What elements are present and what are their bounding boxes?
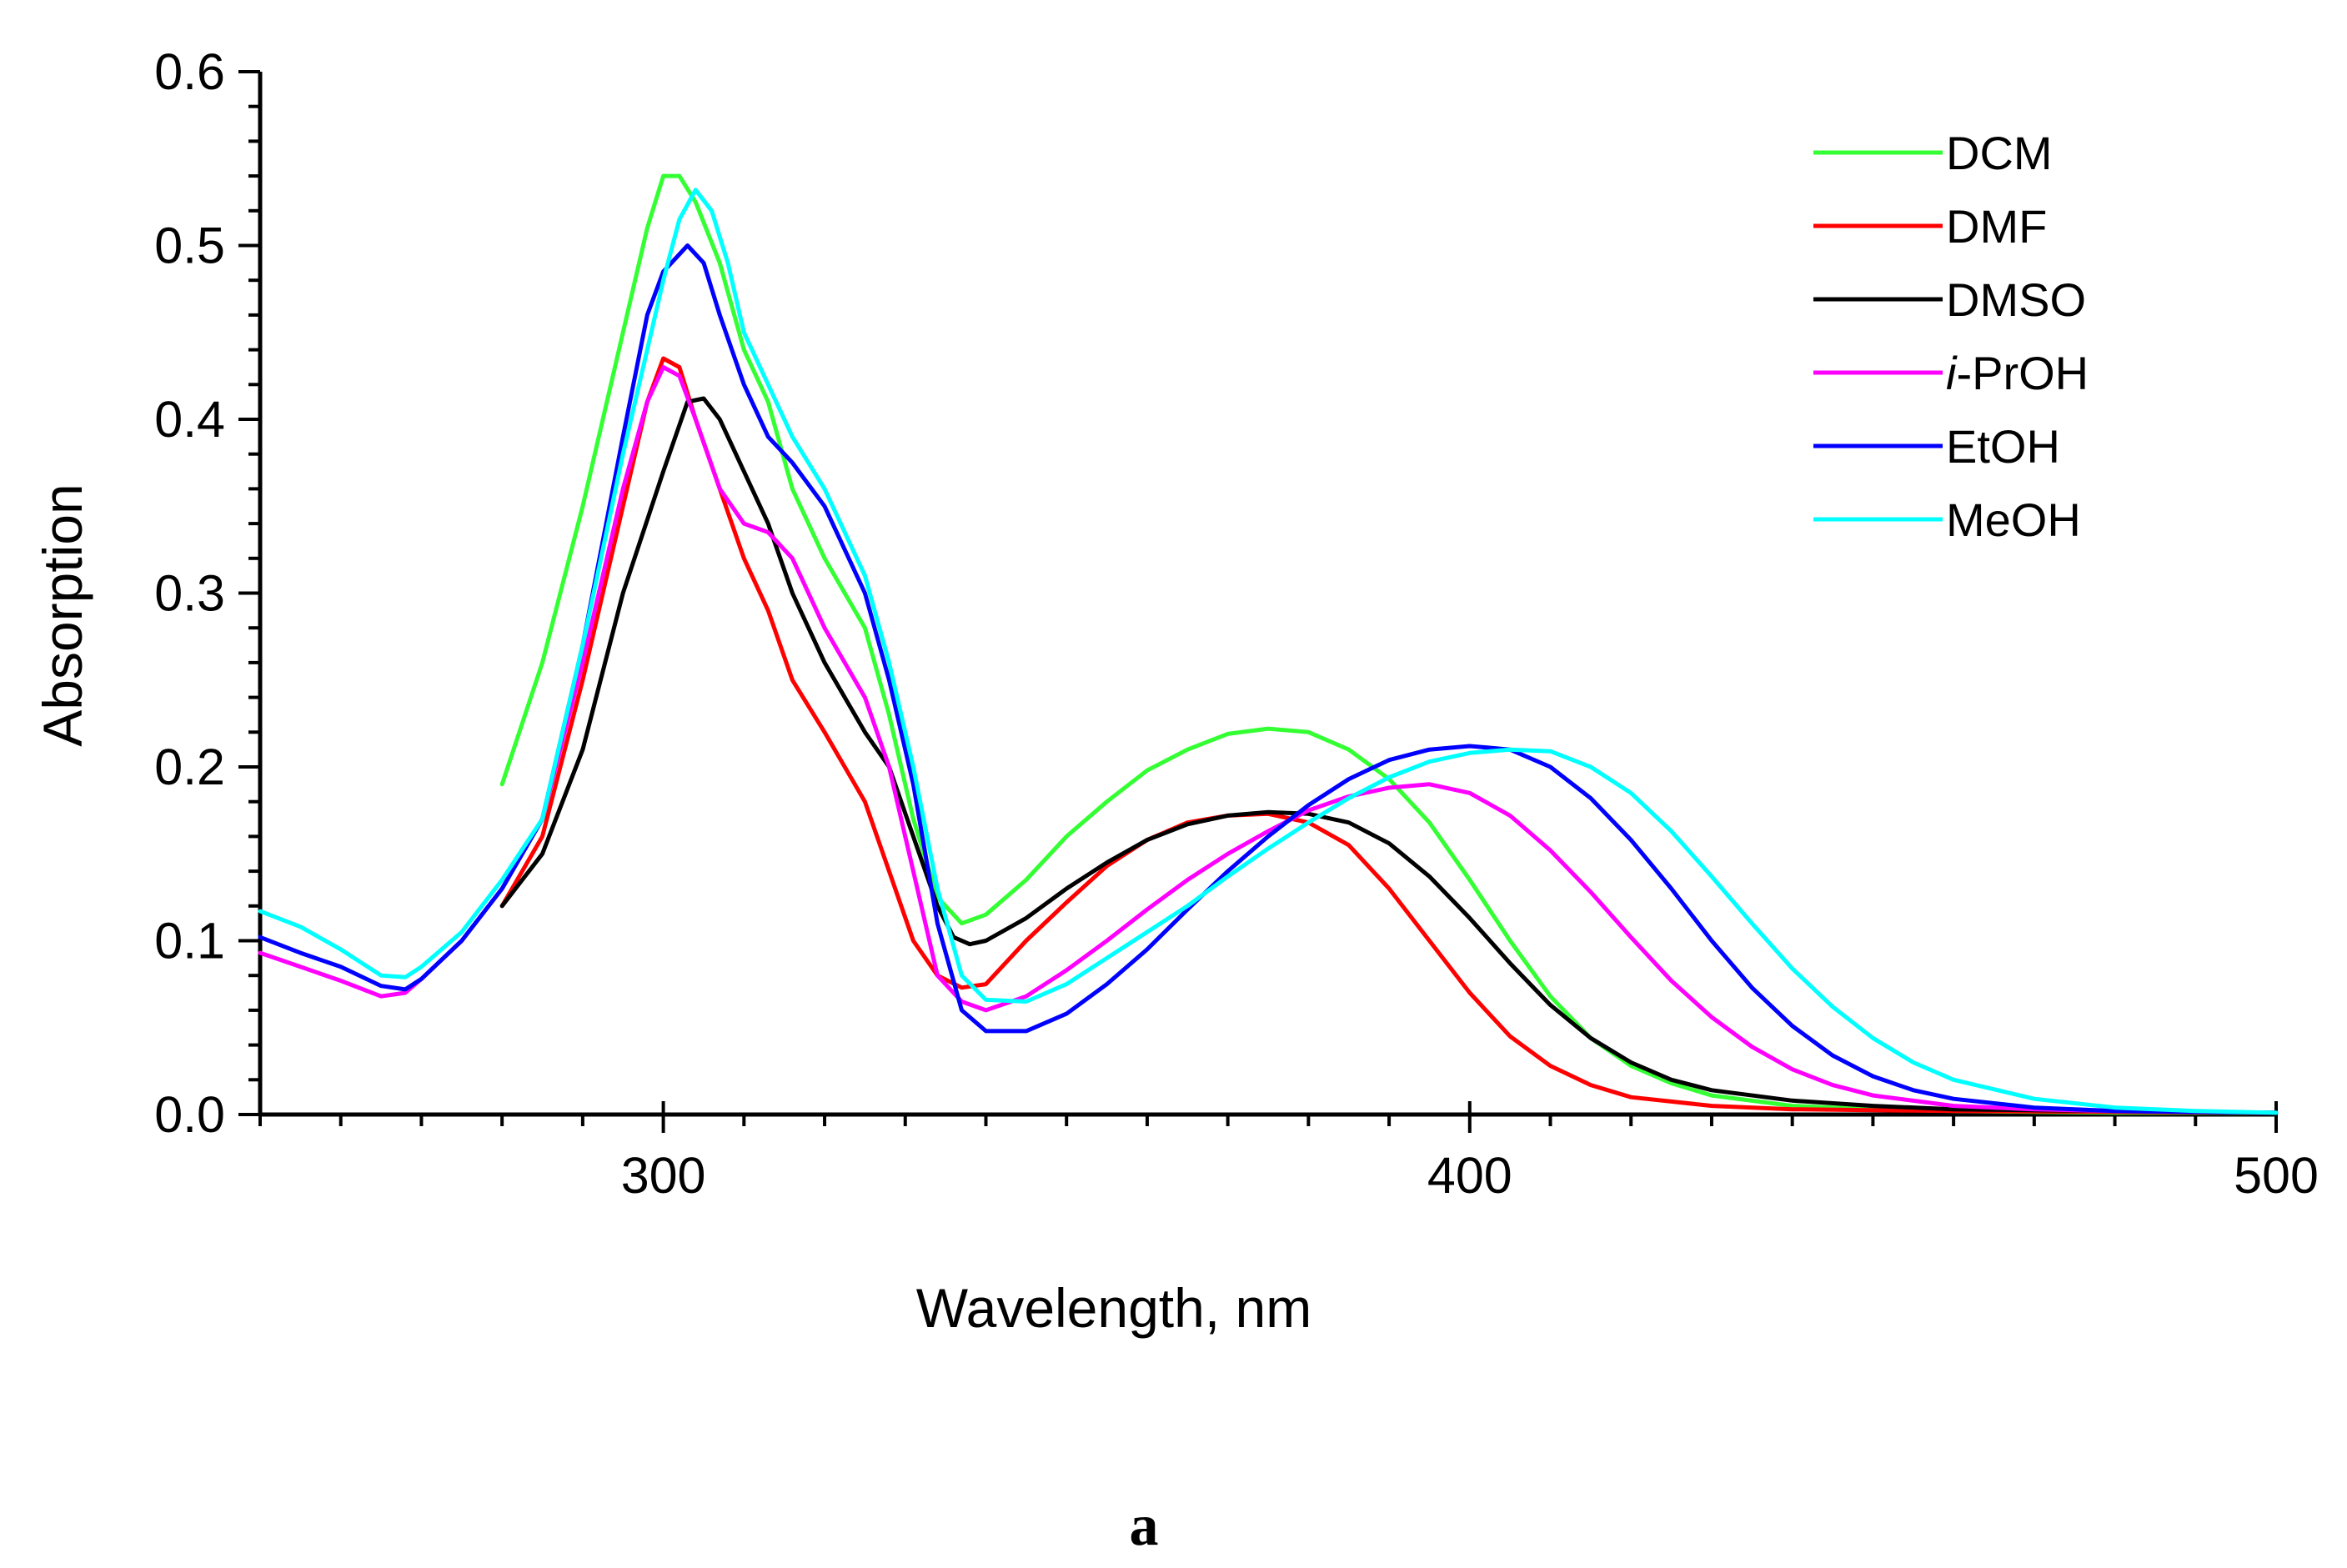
y-tick-label: 0.0 xyxy=(154,1086,225,1143)
y-axis-title: Absorption xyxy=(32,483,93,747)
y-tick-label: 0.4 xyxy=(154,391,225,448)
x-tick-label: 400 xyxy=(1427,1147,1512,1204)
y-tick-label: 0.6 xyxy=(154,43,225,100)
legend-label-i-proh: i-PrOH xyxy=(1946,347,2089,399)
series-line-dmso xyxy=(499,396,2279,1115)
x-tick-label: 500 xyxy=(2234,1147,2319,1204)
y-tick-label: 0.2 xyxy=(154,739,225,795)
panel-label: a xyxy=(1130,1494,1159,1558)
axes: 0.0 0.1 0.2 0.3 0.4 0.5 0.6 300 400 500 xyxy=(154,43,2319,1204)
legend: DCM DMF DMSO i-PrOH EtOH MeOH xyxy=(1813,127,2089,546)
legend-label-dmf: DMF xyxy=(1946,200,2047,253)
y-tick-label: 0.5 xyxy=(154,218,225,274)
x-axis-title: Wavelength, nm xyxy=(916,1277,1311,1339)
legend-label-dmso: DMSO xyxy=(1946,273,2086,326)
series-line-meoh xyxy=(258,188,2279,1115)
legend-label-dcm: DCM xyxy=(1946,127,2053,179)
y-tick-label: 0.1 xyxy=(154,913,225,969)
y-tick-label: 0.3 xyxy=(154,565,225,622)
legend-label-meoh: MeOH xyxy=(1946,493,2081,546)
legend-label-etoh: EtOH xyxy=(1946,420,2060,473)
series-layer xyxy=(258,173,2279,1115)
x-tick-label: 300 xyxy=(621,1147,706,1204)
